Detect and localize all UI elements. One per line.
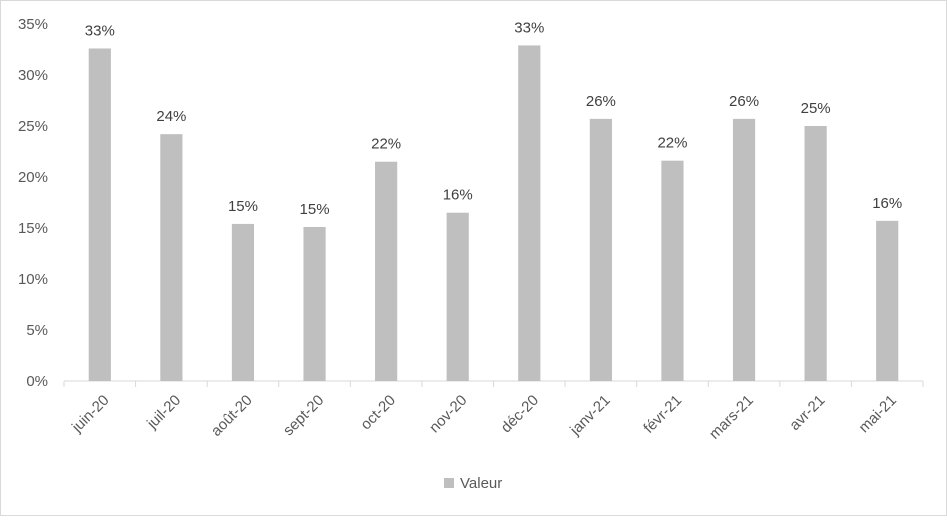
bar: [303, 226, 326, 381]
bar: [876, 220, 899, 381]
data-label: 33%: [85, 22, 115, 39]
y-tick-label: 0%: [26, 373, 48, 390]
bars: [88, 45, 899, 382]
x-tick-label: août-20: [208, 392, 256, 440]
bar: [661, 160, 684, 381]
legend: Valeur: [444, 475, 502, 492]
data-label: 22%: [371, 136, 401, 153]
y-tick-label: 35%: [18, 16, 48, 33]
y-tick-label: 20%: [18, 169, 48, 186]
data-label: 16%: [872, 195, 902, 212]
x-tick-label: avr-21: [786, 392, 828, 434]
bar: [589, 118, 612, 382]
y-tick-label: 25%: [18, 118, 48, 135]
bar: [804, 126, 827, 381]
x-tick-label: sept-20: [280, 392, 327, 439]
data-labels: 33% 24% 15% 15% 22% 16% 33% 26% 22% 26% 25% 16%: [85, 19, 902, 218]
bar: [446, 212, 469, 381]
x-tick-label: janv-21: [566, 392, 614, 440]
y-tick-label: 10%: [18, 271, 48, 288]
bar: [88, 48, 111, 381]
x-tick-label: mai-21: [856, 392, 900, 436]
x-tick-label: juin-20: [68, 392, 113, 437]
y-tick-label: 15%: [18, 220, 48, 237]
data-label: 25%: [801, 100, 831, 117]
data-label: 24%: [156, 108, 186, 125]
data-label: 26%: [729, 93, 759, 110]
bar: [375, 161, 398, 381]
bar: [231, 223, 255, 381]
y-tick-label: 30%: [18, 67, 48, 84]
x-tick-label: nov-20: [426, 392, 470, 436]
data-label: 15%: [228, 198, 258, 215]
y-axis: 0% 5% 10% 15% 20% 25% 30% 35%: [18, 16, 48, 390]
x-tick-label: juil-20: [143, 392, 184, 433]
data-label: 26%: [586, 93, 616, 110]
data-label: 33%: [514, 19, 544, 36]
data-label: 22%: [657, 135, 687, 152]
x-tick-label: févr-21: [640, 392, 685, 437]
bar: [732, 118, 756, 382]
x-tick-label: déc-20: [498, 392, 542, 436]
legend-swatch: [444, 478, 454, 488]
x-tick-label: oct-20: [357, 392, 399, 434]
bar: [160, 134, 183, 381]
data-label: 16%: [443, 187, 473, 204]
bar: [518, 45, 541, 382]
x-axis: juin-20 juil-20 août-20 sept-20 oct-20 nov-20…: [63, 380, 924, 443]
legend-label: Valeur: [460, 475, 502, 492]
x-tick-label: mars-21: [706, 392, 757, 443]
data-label: 15%: [300, 201, 330, 218]
y-tick-label: 5%: [26, 322, 48, 339]
